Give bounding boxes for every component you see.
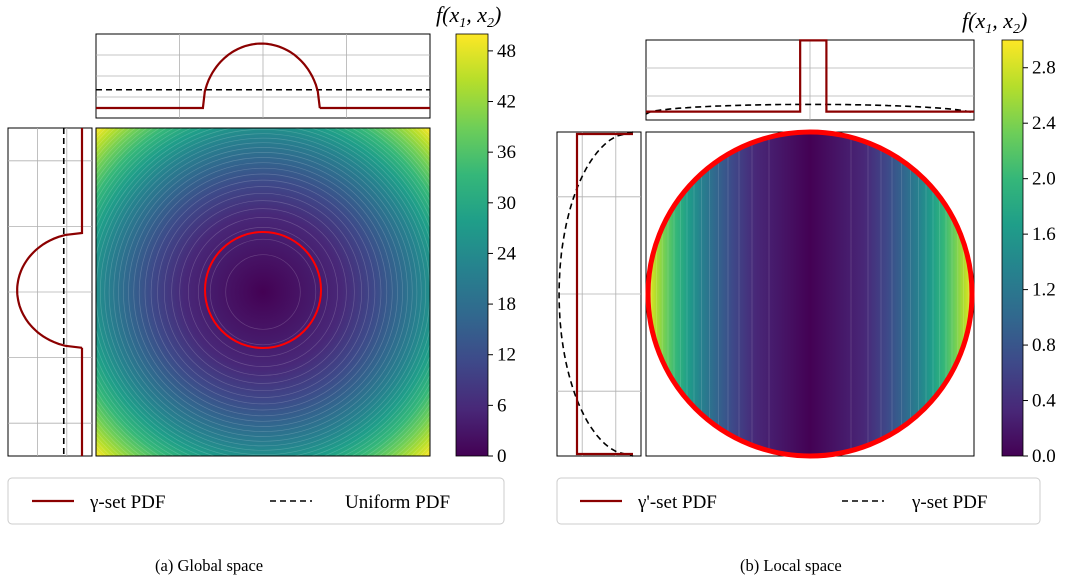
legend-a-solid-label: γ-set PDF <box>89 492 165 513</box>
colorbar-tick-label: 24 <box>497 243 517 264</box>
contour-ring <box>128 157 398 427</box>
colorbar-tick-label: 18 <box>497 294 516 315</box>
contour-ring <box>157 186 369 398</box>
colorbar-tick-label: 0.8 <box>1032 335 1056 356</box>
caption-a: (a) Global space <box>155 556 263 575</box>
contour-ring <box>163 192 363 392</box>
colorbar-tick-label: 48 <box>497 41 516 62</box>
heatmap-a <box>95 127 431 457</box>
contour-ring <box>188 217 338 367</box>
contour-ring <box>138 167 388 417</box>
colorbar-tick-label: 2.4 <box>1032 113 1056 134</box>
legend-b-solid-label: γ'-set PDF <box>637 492 717 513</box>
left-marginal-a <box>7 127 93 457</box>
contour-ring <box>209 238 317 346</box>
colorbar-b-bar <box>1001 39 1024 457</box>
contour-ring <box>108 137 418 447</box>
contour-ring <box>133 162 393 422</box>
contour-ring <box>113 142 413 442</box>
top-marginal-b <box>645 39 975 121</box>
heatmap-b-field <box>648 132 972 456</box>
contour-ring <box>171 200 355 384</box>
legend-a-box <box>7 477 505 525</box>
legend-b: γ'-set PDF γ-set PDF <box>556 477 1041 525</box>
heatmap-a-frame <box>95 127 431 457</box>
heatmap-a-field <box>96 128 430 456</box>
heatmap-b <box>645 129 975 459</box>
colorbar-a-bar <box>455 33 489 457</box>
top-marginal-a-grid <box>96 34 430 118</box>
left-marginal-a-grid <box>8 128 92 456</box>
colorbar-tick-label: 0.4 <box>1032 391 1056 412</box>
gamma-set-boundary-a <box>204 231 322 349</box>
contour-ring <box>198 227 328 357</box>
colorbar-tick-label: 0 <box>497 446 507 467</box>
left-marginal-b-grid <box>557 132 641 456</box>
colorbar-tick-label: 1.2 <box>1032 280 1056 301</box>
legend-a: γ-set PDF Uniform PDF <box>7 477 505 525</box>
legend-b-dashed-label: γ-set PDF <box>911 492 987 513</box>
colorbar-b: 0.0 0.4 0.8 1.2 1.6 2.0 2.4 2.8 f(x1, x2) <box>962 8 1056 467</box>
contour-ring <box>104 133 422 451</box>
caption-b: (b) Local space <box>740 556 842 575</box>
contour-ring <box>225 254 301 330</box>
colorbar-a: 0 6 12 18 24 30 36 42 48 f(x1, x2) <box>436 2 517 467</box>
b-left-gamma-prime-pdf-line <box>575 132 633 456</box>
contour-ring <box>150 179 376 405</box>
colorbar-tick-label: 0.0 <box>1032 446 1056 467</box>
colorbar-tick-label: 2.8 <box>1032 58 1056 79</box>
colorbar-tick-label: 2.0 <box>1032 169 1056 190</box>
legend-a-dashed-label: Uniform PDF <box>345 492 450 513</box>
top-marginal-a <box>95 33 431 119</box>
colorbar-a-ticks: 0 6 12 18 24 30 36 42 48 <box>488 41 517 467</box>
colorbar-tick-label: 1.6 <box>1032 224 1056 245</box>
colorbar-tick-label: 42 <box>497 92 516 113</box>
left-marginal-b <box>556 131 642 457</box>
colorbar-a-label: f(x1, x2) <box>436 2 501 31</box>
colorbar-tick-label: 12 <box>497 345 516 366</box>
b-top-gamma-pdf-line <box>645 103 975 115</box>
colorbar-tick-label: 6 <box>497 395 507 416</box>
contour-ring <box>179 208 347 376</box>
legend-b-box <box>556 477 1041 525</box>
a-top-gamma-pdf-line <box>96 42 430 110</box>
domain-boundary-b <box>645 129 975 459</box>
colorbar-tick-label: 36 <box>497 142 516 163</box>
colorbar-b-label: f(x1, x2) <box>962 8 1027 37</box>
b-top-gamma-prime-pdf-line <box>646 39 974 113</box>
contour-ring <box>123 152 403 432</box>
contour-ring <box>99 128 427 456</box>
a-left-gamma-pdf-line <box>16 128 84 456</box>
contour-ring <box>118 147 408 437</box>
colorbar-tick-label: 30 <box>497 193 516 214</box>
colorbar-b-ticks: 0.0 0.4 0.8 1.2 1.6 2.0 2.4 2.8 <box>1023 58 1056 467</box>
contour-ring <box>144 173 382 411</box>
top-marginal-b-grid <box>646 40 974 120</box>
panel-a: 0 6 12 18 24 30 36 42 48 f(x1, x2) γ-set PDF Uni… <box>7 2 517 575</box>
panel-b: 0.0 0.4 0.8 1.2 1.6 2.0 2.4 2.8 f(x1, x2) γ'-se… <box>556 8 1056 575</box>
